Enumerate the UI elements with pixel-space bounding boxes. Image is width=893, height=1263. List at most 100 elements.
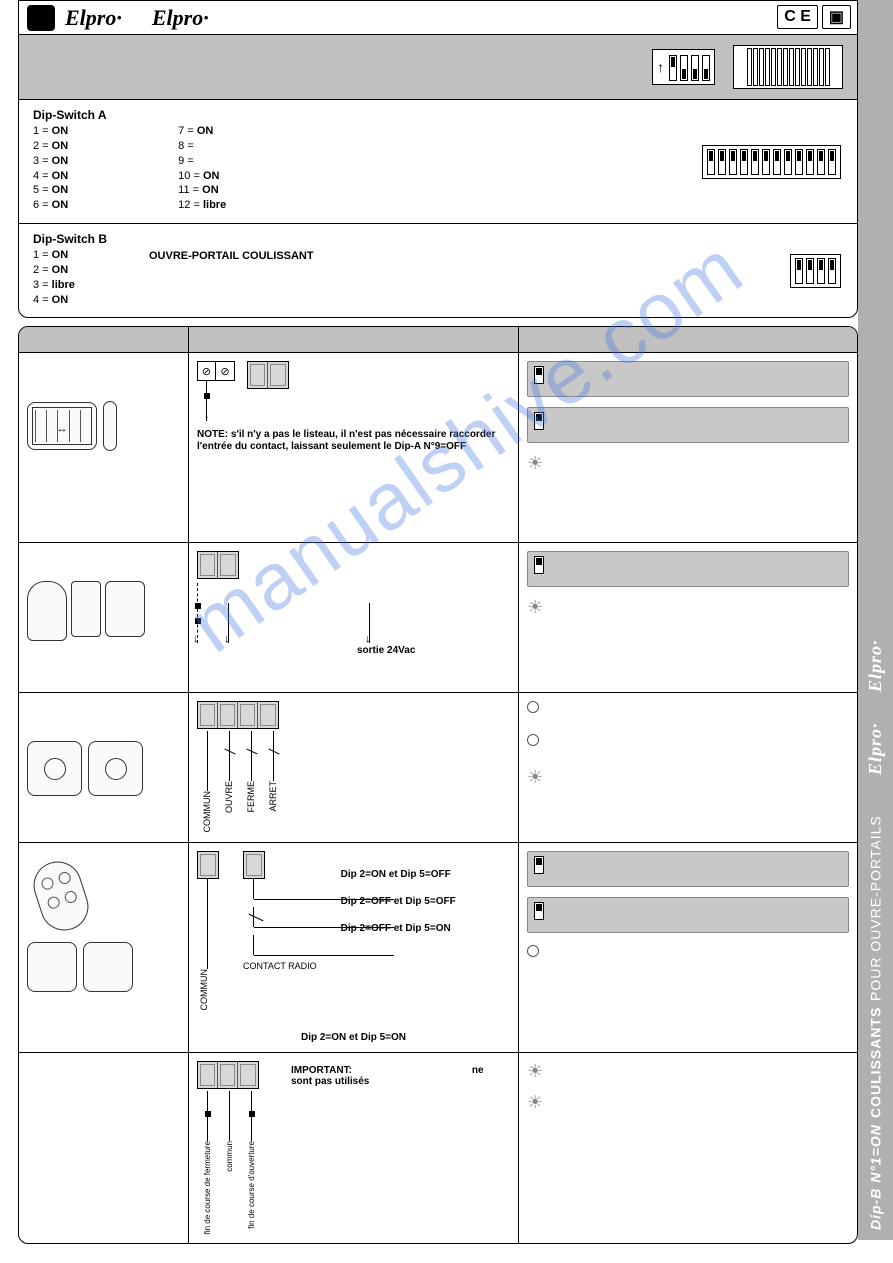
- row2-status: ☀: [519, 543, 857, 692]
- dip-b-section: Dip-Switch B OUVRE-PORTAIL COULISSANT 1 …: [18, 224, 858, 318]
- label-commun: commun: [225, 1141, 234, 1172]
- circle-icon: [527, 701, 539, 713]
- table-row: ↓ ↓ ↓ sortie 24Vac ☀: [19, 543, 857, 693]
- dipA-5: 5 = ON: [33, 183, 68, 198]
- status-bar: [527, 407, 849, 443]
- row1-device: ↔: [19, 353, 189, 542]
- brand-title-1: Elpro·: [65, 5, 122, 31]
- sun-icon: ☀: [527, 767, 849, 788]
- terminal-icon: [243, 851, 265, 879]
- brand-title-2: Elpro·: [152, 5, 209, 31]
- label-fc-ferm: fin de course de fermeture: [203, 1141, 212, 1234]
- status-bar: [527, 361, 849, 397]
- page: Elpro· Elpro· C E ▣ ↑ Dip-Switch A 1 = O…: [18, 0, 858, 1244]
- keyswitch-icon: [27, 942, 77, 992]
- sidebar-t2: COULISSANTS: [868, 1007, 884, 1118]
- sidebar-brand2: Elpro·: [865, 723, 886, 776]
- keyswitch-icon: [83, 942, 133, 992]
- table-row: fin de course de fermeture commun fin de…: [19, 1053, 857, 1242]
- dipA-11: 11 = ON: [178, 183, 226, 198]
- dipA-1: 1 = ON: [33, 124, 68, 139]
- dip-a-title: Dip-Switch A: [33, 108, 843, 122]
- circle-icon: [527, 734, 539, 746]
- photocell-icon: [105, 581, 145, 637]
- row5-device: [19, 1053, 189, 1242]
- row3-device: [19, 693, 189, 842]
- label-ouvre: OUVRE: [224, 781, 234, 813]
- photocell-icon: [71, 581, 101, 637]
- dipA-2: 2 = ON: [33, 139, 68, 154]
- important-text2: sont pas utilisés: [291, 1076, 484, 1087]
- label-ferme: FERME: [246, 781, 256, 813]
- sidebar-dipb: Dip-B N°1=ON: [868, 1124, 884, 1230]
- row4-device: [19, 843, 189, 1052]
- ce-box: C E ▣: [777, 5, 851, 29]
- remote-icon: [27, 856, 94, 937]
- keyswitch-icon: [27, 741, 82, 796]
- row5-status: ☀ ☀: [519, 1053, 857, 1242]
- terminal-icon: [197, 551, 239, 579]
- ce-mark: C E: [777, 5, 818, 29]
- row5-wiring: fin de course de fermeture commun fin de…: [189, 1053, 519, 1242]
- main-table: ↔ ⊘ ⊘ ↓: [18, 326, 858, 1243]
- table-row: ↔ ⊘ ⊘ ↓: [19, 353, 857, 543]
- row2-label: sortie 24Vac: [357, 645, 510, 656]
- dipA-4: 4 = ON: [33, 169, 68, 184]
- row1-note: NOTE: s'il n'y a pas le listeau, il n'es…: [197, 429, 510, 453]
- sun-icon: ☀: [527, 597, 849, 618]
- id-square: [27, 5, 55, 31]
- circle-icon: [527, 945, 539, 957]
- important-label: IMPORTANT: ne: [291, 1065, 484, 1076]
- sliding-gate-icon: [733, 45, 843, 89]
- dip-arrow-icon: ↑: [652, 49, 715, 85]
- contact-radio-label: CONTACT RADIO: [243, 961, 317, 971]
- sun-icon: ☀: [527, 453, 849, 474]
- row1-wiring: ⊘ ⊘ ↓ NOTE: s'il n'y a pas le listeau, i…: [189, 353, 519, 542]
- terminal-icon: [197, 1061, 259, 1089]
- dipA-9: 9 =: [178, 154, 226, 169]
- label-fc-ouv: fin de course d'ouverture: [247, 1141, 256, 1229]
- dipA-10: 10 = ON: [178, 169, 226, 184]
- keyswitch-icon: [88, 741, 143, 796]
- row2-device: [19, 543, 189, 692]
- table-row: COMMUN CONTACT: [19, 843, 857, 1053]
- row4-wiring: COMMUN CONTACT: [189, 843, 519, 1052]
- dip-a-section: Dip-Switch A 1 = ON 2 = ON 3 = ON 4 = ON…: [18, 100, 858, 224]
- dipA-8: 8 =: [178, 139, 226, 154]
- dipA-12: 12 = libre: [178, 198, 226, 213]
- dip-a-switch-icon: [702, 145, 841, 179]
- terminal-icon: [247, 361, 289, 389]
- sidebar: Dip-B N°1=ON COULISSANTS POUR OUVRE-PORT…: [858, 0, 893, 1240]
- dip-b-label: OUVRE-PORTAIL COULISSANT: [149, 250, 314, 262]
- sun-icon: ☀: [527, 1061, 849, 1082]
- status-bar: [527, 851, 849, 887]
- terminal-icon: [197, 701, 279, 729]
- status-bar: [527, 897, 849, 933]
- dipA-6: 6 = ON: [33, 198, 68, 213]
- sidebar-brand1: Elpro·: [865, 640, 886, 693]
- dipB-4: 4 = ON: [33, 293, 843, 308]
- label-arret: ARRET: [268, 781, 278, 812]
- status-bar: [527, 551, 849, 587]
- label-commun: COMMUN: [202, 791, 212, 833]
- dip-line-2: Dip 2=OFF et Dip 5=OFF: [341, 896, 456, 907]
- row2-wiring: ↓ ↓ ↓ sortie 24Vac: [189, 543, 519, 692]
- dipB-2: 2 = ON: [33, 263, 843, 278]
- row3-wiring: COMMUN OUVRE FERME ARRET: [189, 693, 519, 842]
- limit-icon: [103, 401, 117, 451]
- header-row: Elpro· Elpro· C E ▣: [18, 0, 858, 34]
- terminal-icon: [197, 851, 219, 879]
- grey-band: ↑: [18, 34, 858, 100]
- table-header: [19, 327, 857, 353]
- dip-b-title: Dip-Switch B: [33, 232, 843, 246]
- dip-line-1: Dip 2=ON et Dip 5=OFF: [341, 869, 456, 880]
- dipB-3: 3 = libre: [33, 278, 843, 293]
- row1-status: ☀: [519, 353, 857, 542]
- row4-status: [519, 843, 857, 1052]
- dip-line-bottom: Dip 2=ON et Dip 5=ON: [197, 1032, 510, 1043]
- sidebar-t1: POUR OUVRE-PORTAILS: [868, 815, 884, 1001]
- dip-b-switch-icon: [790, 254, 841, 288]
- dipA-7: 7 = ON: [178, 124, 226, 139]
- label-commun: COMMUN: [199, 969, 209, 1011]
- photocell-icon: [27, 581, 67, 641]
